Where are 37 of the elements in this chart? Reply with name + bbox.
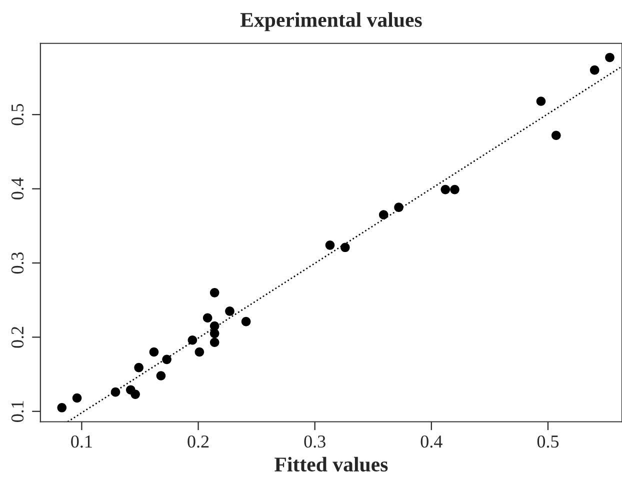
point [149,347,159,357]
point [210,338,220,348]
x-tick-label: 0.5 [537,435,559,448]
point [551,130,561,140]
y-tick-label: 0.1 [11,401,24,422]
point [590,65,600,75]
y-tick-label: 0.3 [11,252,24,274]
point [162,354,172,364]
point [450,184,460,194]
x-tick-label: 0.2 [188,435,209,448]
y-tick-label: 0.4 [11,178,24,200]
x-tick-label: 0.1 [71,435,92,448]
x-axis-title: Fitted values [274,456,388,472]
point [536,96,546,106]
x-tick-label: 0.3 [304,435,326,448]
point [134,362,144,372]
point [241,316,251,326]
point [325,240,335,250]
point [394,202,404,212]
point [57,402,67,412]
point [605,52,614,62]
point [188,335,198,345]
chart-title: Experimental values [240,12,422,32]
point [340,242,350,252]
y-tick-label: 0.2 [11,326,24,348]
point [225,306,234,316]
point [72,393,82,403]
point [194,347,204,357]
point [130,390,140,399]
point [210,288,220,298]
point [202,313,212,323]
point [440,184,450,194]
point [378,210,388,220]
x-tick-label: 0.4 [420,435,442,448]
point [156,371,166,380]
point [210,328,220,338]
y-tick-label: 0.5 [11,104,24,126]
